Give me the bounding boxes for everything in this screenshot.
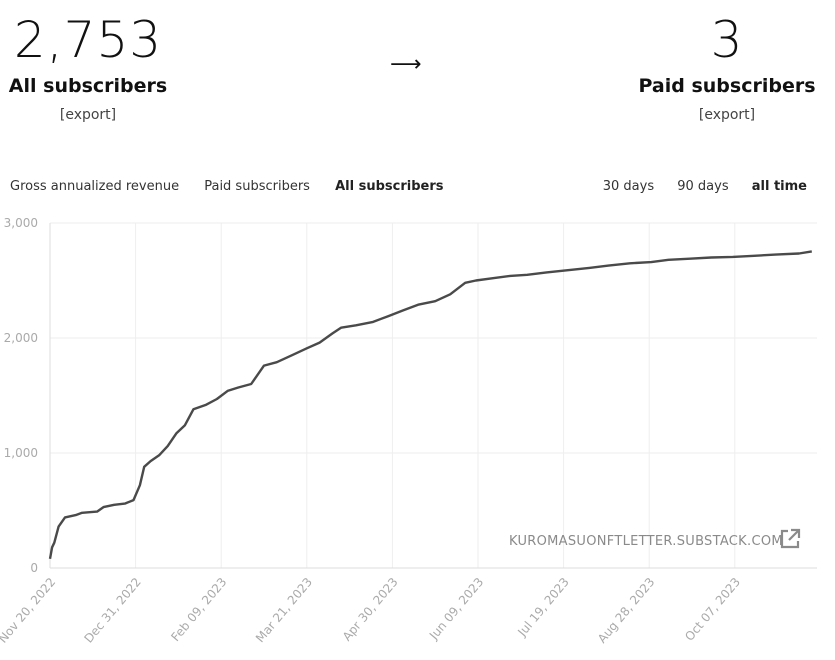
tab-gross-annualized-revenue[interactable]: Gross annualized revenue <box>10 179 180 194</box>
x-tick-label: Jul 19, 2023 <box>514 575 571 640</box>
x-tick-label: Feb 09, 2023 <box>168 575 229 644</box>
paid-subscribers-label: Paid subscribers <box>638 75 816 97</box>
all-subscribers-label: All subscribers <box>8 75 168 97</box>
tab-paid-subscribers[interactable]: Paid subscribers <box>204 179 310 194</box>
x-tick-label: Jun 09, 2023 <box>426 575 486 643</box>
metric-tabs: Gross annualized revenue Paid subscriber… <box>10 179 464 194</box>
x-tick-label: Aug 28, 2023 <box>595 575 658 646</box>
x-tick-label: Nov 20, 2022 <box>0 575 58 646</box>
y-tick-label: 2,000 <box>4 331 38 345</box>
tab-all-subscribers[interactable]: All subscribers <box>335 179 444 194</box>
all-subscribers-series-line <box>48 250 812 560</box>
range-tabs: 30 days 90 days all time <box>584 179 807 194</box>
all-subscribers-count: 2,753 <box>13 11 163 69</box>
subscribers-line-chart: 0 1,000 2,000 3,000 Nov 20, 2022 Dec 31, 2022… <box>0 216 817 646</box>
arrow-icon: ⟶ <box>390 52 422 77</box>
y-tick-label: 1,000 <box>4 446 38 460</box>
tab-all-time[interactable]: all time <box>751 179 807 194</box>
tab-30-days[interactable]: 30 days <box>602 179 655 194</box>
y-tick-label: 3,000 <box>4 216 38 230</box>
y-tick-label: 0 <box>30 561 38 575</box>
substack-watermark: KUROMASUONFTLETTER.SUBSTACK.COM <box>509 534 783 549</box>
all-subscribers-stat: 2,753 All subscribers [export] <box>0 10 188 124</box>
external-link-icon[interactable] <box>778 527 802 551</box>
x-tick-label: Apr 30, 2023 <box>340 575 401 644</box>
export-all-subscribers-link[interactable]: [export] <box>59 107 117 123</box>
x-tick-label: Dec 31, 2022 <box>81 575 143 646</box>
x-tick-label: Mar 21, 2023 <box>253 575 315 645</box>
tab-90-days[interactable]: 90 days <box>677 179 729 194</box>
x-tick-label: Oct 07, 2023 <box>682 575 743 644</box>
export-paid-subscribers-link[interactable]: [export] <box>698 107 756 123</box>
paid-subscribers-count: 3 <box>710 11 744 69</box>
paid-subscribers-stat: 3 Paid subscribers [export] <box>627 10 827 124</box>
